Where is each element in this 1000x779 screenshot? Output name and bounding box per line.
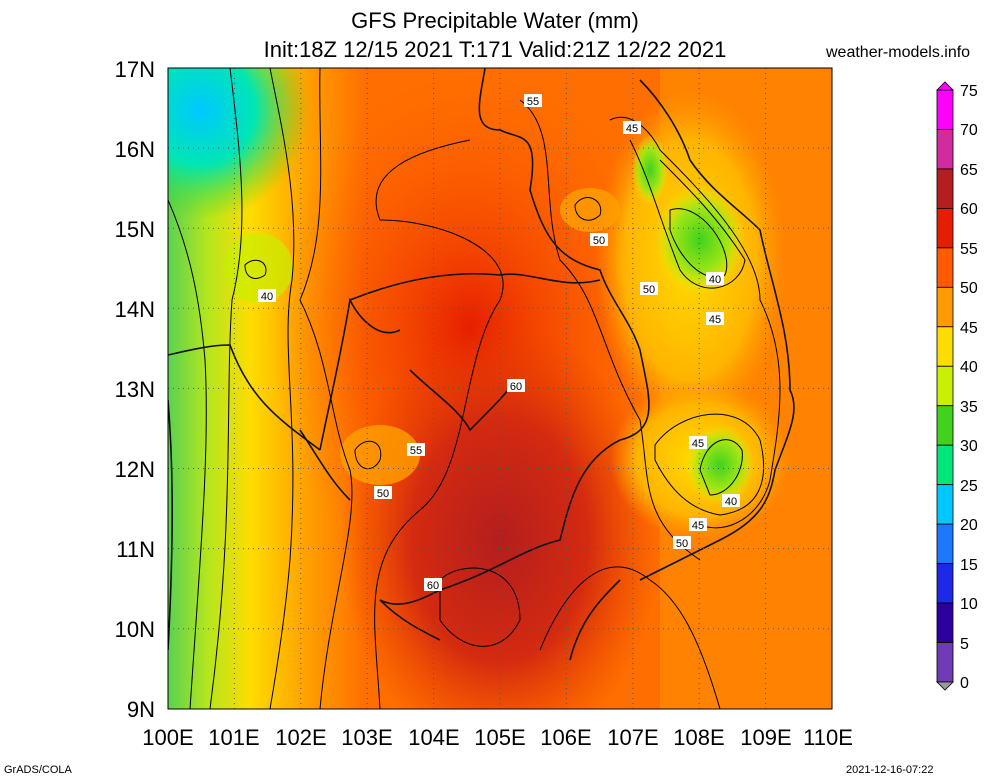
lat-label: 14N [115,297,155,322]
colorbar-swatch [936,642,954,683]
colorbar-label: 55 [960,241,978,258]
lat-label: 17N [115,57,155,82]
colorbar-swatch [936,247,954,288]
colorbar [936,81,954,691]
colorbar-swatch [936,129,954,170]
contour-label: 50 [377,488,389,500]
colorbar-swatch [936,602,954,643]
colorbar-swatch [936,286,954,328]
lat-label: 11N [116,537,155,562]
map-title: GFS Precipitable Water (mm) [351,8,639,33]
colorbar-swatch [936,89,954,130]
contour-label: 45 [692,520,704,532]
colorbar-max-arrow [936,81,954,91]
colorbar-label: 50 [960,280,978,297]
lon-label: 100E [142,725,193,750]
colorbar-label: 75 [960,83,978,100]
lon-label: 104E [408,725,459,750]
colorbar-label: 65 [960,162,978,179]
lat-axis: 17N 16N 15N 14N 13N 12N 11N 10N 9N [115,57,155,722]
contour-label: 55 [410,445,422,457]
lon-label: 110E [803,725,853,750]
colorbar-swatch [936,207,954,249]
lat-label: 10N [115,617,155,642]
lon-label: 108E [673,725,724,750]
lon-label: 106E [540,725,591,750]
lon-label: 102E [275,725,326,750]
map-subtitle: Init:18Z 12/15 2021 T:171 Valid:21Z 12/2… [263,37,727,62]
colorbar-label: 60 [960,201,978,218]
colorbar-swatch [936,365,954,407]
colorbar-label: 5 [960,636,969,653]
contour-label: 45 [626,123,638,135]
contour-label: 50 [643,284,655,296]
graticule [168,68,832,709]
contour-label: 50 [676,538,688,550]
colorbar-label: 40 [960,359,978,376]
colorbar-swatch [936,444,954,486]
colorbar-label: 10 [960,596,978,613]
lat-label: 13N [115,377,155,402]
colorbar-swatch [936,523,954,565]
lon-axis: 100E 101E 102E 103E 104E 105E 106E 107E … [142,725,853,750]
colorbar-label: 30 [960,438,978,455]
contour-label: 40 [709,274,721,286]
colorbar-swatch [936,168,954,209]
country-borders [168,68,795,661]
colorbar-swatch [936,484,954,525]
lon-label: 107E [607,725,658,750]
contour-labels: 55 45 50 40 50 45 60 55 50 45 40 45 50 6… [258,94,740,592]
footer-timestamp: 2021-12-16-07:22 [846,764,934,776]
lat-label: 16N [115,137,155,162]
colorbar-swatch [936,563,954,604]
lon-label: 105E [474,725,525,750]
contour-label: 50 [593,235,605,247]
contour-label: 45 [709,314,721,326]
lon-label: 103E [341,725,392,750]
contour-label: 60 [427,580,439,592]
colorbar-label: 35 [960,399,978,416]
contour-label: 60 [510,381,522,393]
lon-label: 101E [208,725,259,750]
colorbar-label: 20 [960,517,978,534]
colorbar-label: 70 [960,122,978,139]
lat-label: 9N [127,697,155,722]
colorbar-labels: 75 70 65 60 55 50 45 40 35 30 25 20 15 1… [960,83,978,692]
colorbar-min-arrow [936,681,954,691]
lat-label: 12N [115,457,155,482]
contour-label: 45 [692,438,704,450]
colorbar-label: 15 [960,557,978,574]
colorbar-label: 25 [960,478,978,495]
colorbar-label: 45 [960,320,978,337]
site-label: weather-models.info [826,44,971,61]
footer-credit: GrADS/COLA [4,764,72,776]
precipitable-water-field [168,68,832,709]
lon-label: 109E [740,725,791,750]
colorbar-swatch [936,326,954,367]
colorbar-label: 0 [960,675,969,692]
contour-label: 40 [725,496,737,508]
colorbar-swatch [936,405,954,446]
map-frame [167,67,833,710]
contour-label: 55 [527,96,539,108]
contour-label: 40 [261,291,273,303]
lat-label: 15N [115,217,155,242]
